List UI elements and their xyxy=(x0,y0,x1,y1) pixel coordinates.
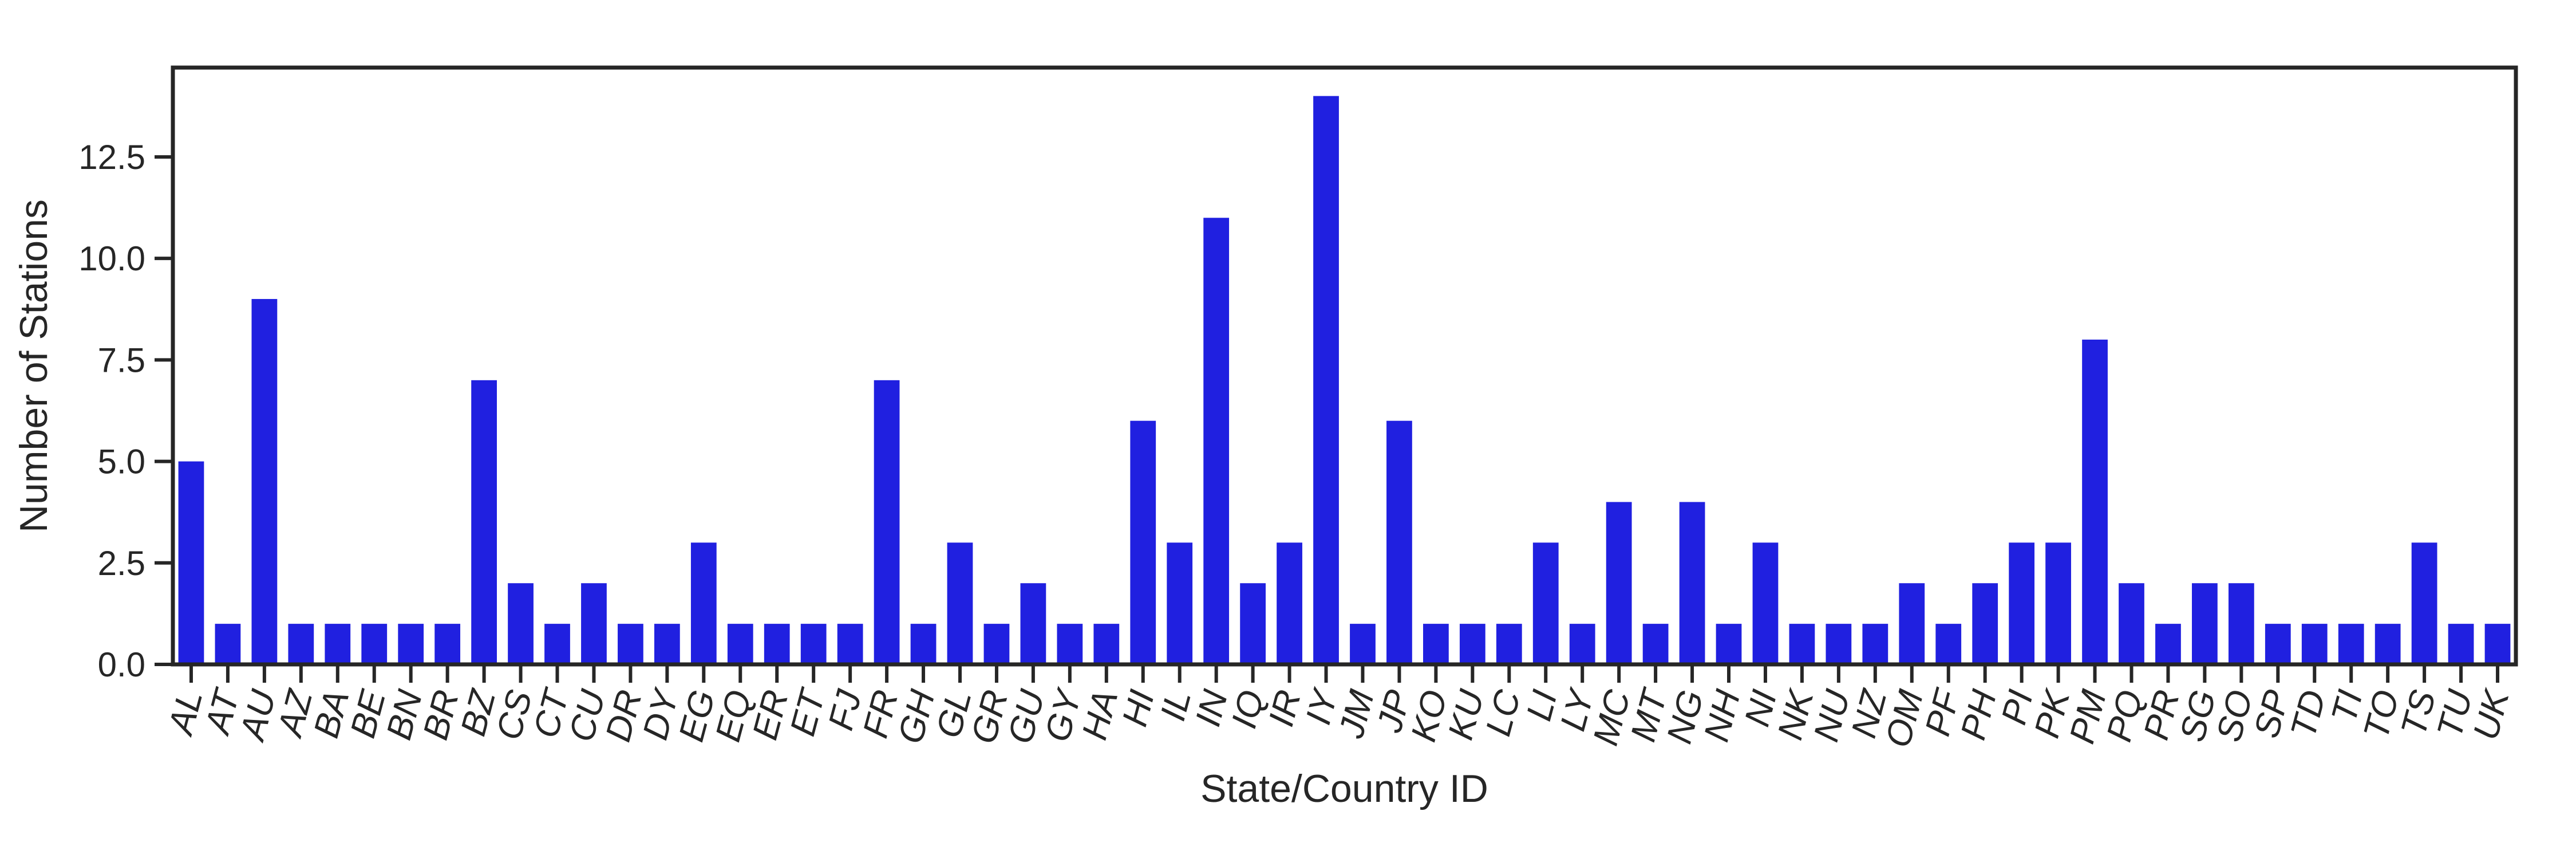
bar-gu xyxy=(1020,583,1046,664)
bar-ni xyxy=(1752,542,1779,664)
bar-to xyxy=(2374,624,2401,664)
bar-lc xyxy=(1496,624,1522,664)
y-tick-label: 0.0 xyxy=(98,645,145,684)
bar-at xyxy=(215,624,241,664)
bar-mt xyxy=(1642,624,1669,664)
bar-uk xyxy=(2484,624,2511,664)
bar-gr xyxy=(983,624,1010,664)
x-axis-ticks: ALATAUAZBABEBNBRBZCSCTCUDRDYEGEQERETFJFR… xyxy=(160,664,2517,751)
bar-eq xyxy=(727,624,753,664)
bar-gh xyxy=(910,624,937,664)
bar-mc xyxy=(1606,502,1632,664)
bar-et xyxy=(800,624,827,664)
bar-be xyxy=(361,624,388,664)
bar-ph xyxy=(1972,583,1998,664)
bar-pi xyxy=(2009,542,2035,664)
bar-in xyxy=(1203,218,1230,664)
bar-pk xyxy=(2045,542,2071,664)
bar-tu xyxy=(2448,624,2474,664)
bar-al xyxy=(178,461,204,664)
bar-fr xyxy=(874,380,900,664)
y-tick-label: 7.5 xyxy=(98,341,145,379)
bar-er xyxy=(764,624,790,664)
bar-nk xyxy=(1789,624,1815,664)
x-axis-title: State/Country ID xyxy=(1200,767,1488,810)
bar-ts xyxy=(2411,542,2437,664)
bar-sp xyxy=(2265,624,2291,664)
bar-pf xyxy=(1935,624,1962,664)
bar-gy xyxy=(1057,624,1083,664)
y-tick-label: 5.0 xyxy=(98,443,145,481)
bar-jp xyxy=(1386,420,1412,664)
x-tick-label: UK xyxy=(2466,684,2518,744)
y-tick-label: 10.0 xyxy=(78,239,145,278)
bar-ku xyxy=(1459,624,1485,664)
bar-ba xyxy=(325,624,351,664)
bar-cs xyxy=(508,583,534,664)
bar-il xyxy=(1167,542,1193,664)
bar-az xyxy=(288,624,314,664)
bar-pm xyxy=(2082,339,2108,664)
bar-au xyxy=(251,299,278,664)
bars-group xyxy=(178,96,2511,664)
bar-ct xyxy=(544,624,570,664)
bar-ti xyxy=(2338,624,2364,664)
bar-so xyxy=(2228,583,2254,664)
bar-iy xyxy=(1313,96,1339,664)
bar-dy xyxy=(654,624,680,664)
bar-dr xyxy=(618,624,643,664)
y-axis-ticks: 0.0 2.5 5.0 7.5 10.0 12.5 xyxy=(78,138,173,684)
bar-td xyxy=(2301,624,2328,664)
bar-iq xyxy=(1240,583,1266,664)
bar-nz xyxy=(1862,624,1888,664)
plot-frame xyxy=(171,65,2518,667)
bar-ir xyxy=(1277,542,1302,664)
bar-ha xyxy=(1093,624,1120,664)
y-tick-label: 2.5 xyxy=(98,544,145,582)
bar-ng xyxy=(1679,502,1705,664)
bar-pq xyxy=(2119,583,2144,664)
bar-bz xyxy=(471,380,497,664)
bar-eg xyxy=(690,542,717,664)
bar-li xyxy=(1532,542,1559,664)
bar-cu xyxy=(581,583,607,664)
bar-hi xyxy=(1130,420,1156,664)
y-axis-title: Number of Stations xyxy=(12,199,56,533)
bar-sg xyxy=(2192,583,2218,664)
y-tick-label: 12.5 xyxy=(78,138,145,176)
bar-om xyxy=(1899,583,1925,664)
bar-br xyxy=(434,624,461,664)
bar-ly xyxy=(1569,624,1595,664)
bar-jm xyxy=(1350,624,1376,664)
bar-pr xyxy=(2155,624,2181,664)
bar-gl xyxy=(947,542,973,664)
bar-fj xyxy=(837,624,863,664)
bar-bn xyxy=(398,624,424,664)
bar-nu xyxy=(1826,624,1852,664)
bar-ko xyxy=(1423,624,1449,664)
bar-nh xyxy=(1716,624,1742,664)
